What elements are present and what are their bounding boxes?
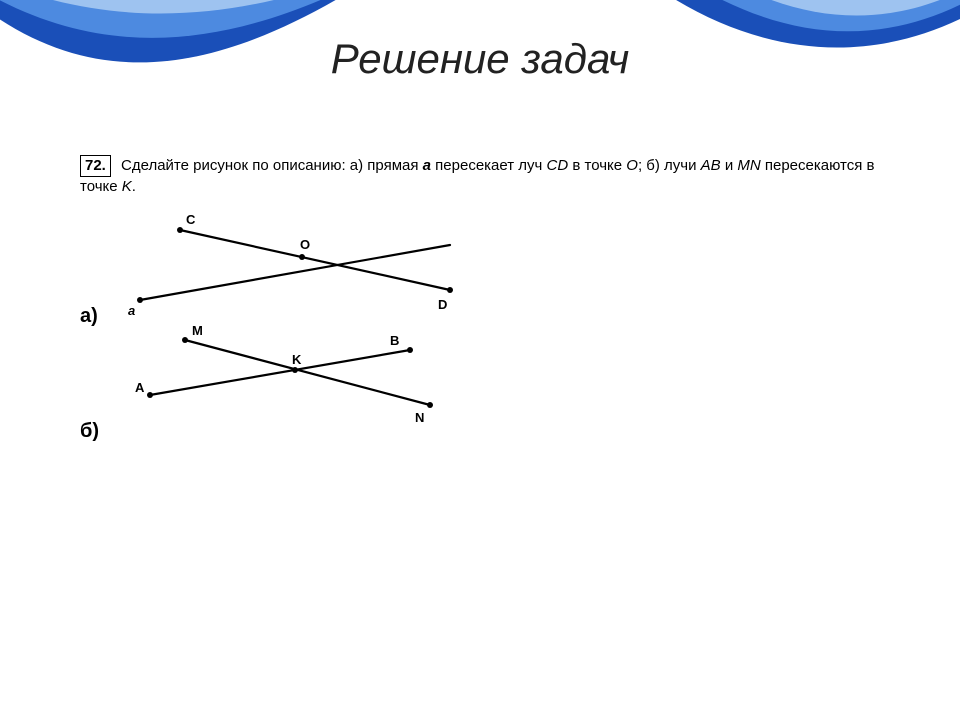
problem-text: Сделайте рисунок по описанию: а) прямая … bbox=[80, 157, 874, 195]
point-K bbox=[292, 367, 298, 373]
point-A bbox=[147, 392, 153, 398]
swoosh-mid bbox=[0, 0, 420, 38]
point-N bbox=[427, 402, 433, 408]
label-A: A bbox=[135, 380, 144, 395]
line-a bbox=[140, 245, 450, 300]
problem-number: 72. bbox=[80, 155, 111, 177]
point-D bbox=[447, 287, 453, 293]
label-O: O bbox=[300, 237, 310, 252]
label-M: M bbox=[192, 323, 203, 338]
diagram-svg bbox=[80, 215, 600, 455]
label-K: K bbox=[292, 352, 301, 367]
diagram-container: а) C O Da б) M K B A N bbox=[80, 215, 600, 455]
problem-statement: 72. Сделайте рисунок по описанию: а) пря… bbox=[80, 155, 900, 198]
point-a bbox=[137, 297, 143, 303]
swoosh-light bbox=[0, 0, 440, 13]
point-M bbox=[182, 337, 188, 343]
ray-cd bbox=[180, 230, 450, 290]
slide-title: Решение задач bbox=[0, 35, 960, 83]
point-C bbox=[177, 227, 183, 233]
part-b-label: б) bbox=[80, 420, 99, 443]
label-a: a bbox=[128, 303, 135, 318]
ray-mn bbox=[185, 340, 430, 405]
label-N: N bbox=[415, 410, 424, 425]
label-B: B bbox=[390, 333, 399, 348]
point-O bbox=[299, 254, 305, 260]
swoosh-light-right bbox=[680, 0, 960, 16]
label-D: D bbox=[438, 297, 447, 312]
label-C: C bbox=[186, 212, 195, 227]
part-a-label: а) bbox=[80, 305, 98, 328]
point-B bbox=[407, 347, 413, 353]
swoosh-mid-right bbox=[650, 0, 960, 31]
